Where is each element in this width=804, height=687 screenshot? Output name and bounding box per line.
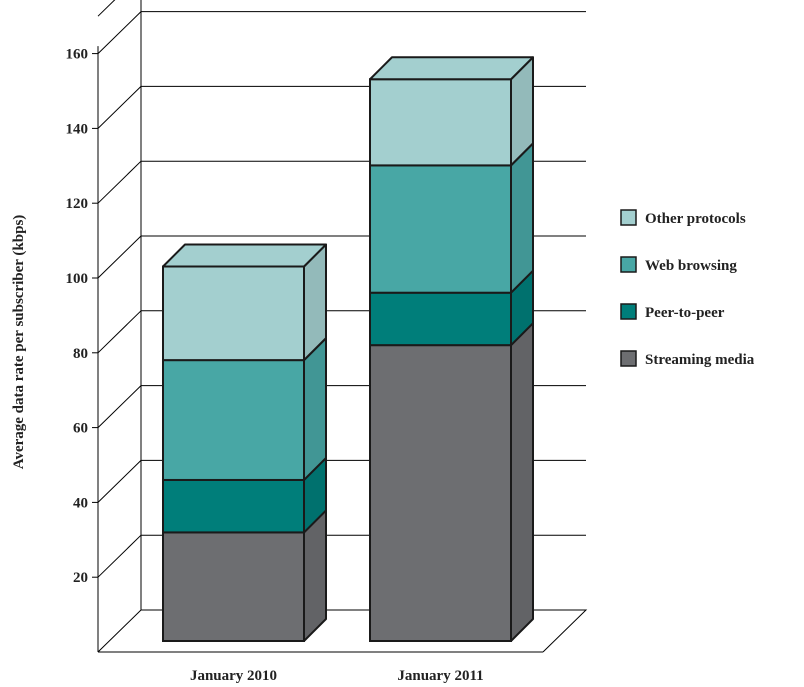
bar-segment-other-protocols-top: [162, 243, 327, 268]
y-tick-label: 120: [66, 196, 89, 212]
gridline-diagonal: [97, 310, 142, 354]
legend-label: Peer-to-peer: [645, 305, 725, 321]
bar-segment-other-protocols: [162, 265, 305, 362]
y-tick-label: 140: [66, 121, 89, 137]
bar-january-2010: [162, 243, 327, 643]
y-axis-title: Average data rate per subscriber (kbps): [11, 215, 27, 470]
legend-swatch: [620, 303, 637, 320]
legend-swatch: [620, 209, 637, 226]
legend-label: Streaming media: [645, 352, 755, 368]
bar-segment-web-browsing: [162, 359, 305, 481]
bar-january-2011: [369, 56, 534, 642]
legend-swatch: [620, 350, 637, 367]
y-tick-label: 60: [73, 421, 88, 437]
gridline-diagonal: [97, 235, 142, 279]
bar-segment-web-browsing-side: [303, 337, 327, 481]
bar-segment-streaming-media: [369, 344, 512, 642]
legend-label: Other protocols: [645, 211, 746, 227]
bar-segment-web-browsing: [369, 164, 512, 294]
y-tick-label: 100: [66, 271, 89, 287]
gridline-diagonal: [97, 160, 142, 204]
bar-segment-peer-to-peer: [369, 291, 512, 347]
gridline-diagonal: [97, 0, 116, 17]
legend-item-streaming-media: Streaming media: [620, 350, 755, 368]
y-tick-label: 40: [73, 495, 88, 511]
y-axis: 20 40 60 80 100 120 140 160: [66, 46, 99, 652]
bar-segment-web-browsing-side: [510, 142, 534, 294]
x-tick-label: January 2011: [397, 668, 483, 684]
bar-segment-other-protocols-top: [369, 56, 534, 81]
legend: Other protocols Web browsing Peer-to-peer S…: [620, 209, 755, 368]
x-tick-label: January 2010: [190, 668, 277, 684]
y-tick-label: 160: [66, 47, 89, 63]
gridline-diagonal: [97, 86, 142, 129]
legend-swatch: [620, 256, 637, 273]
floor-outline: [97, 609, 588, 653]
gridline-diagonal: [97, 11, 142, 54]
x-axis-labels: January 2010 January 2011: [190, 668, 484, 684]
bar-segment-peer-to-peer: [162, 478, 305, 534]
legend-item-peer-to-peer: Peer-to-peer: [620, 303, 725, 321]
legend-item-web-browsing: Web browsing: [620, 256, 737, 274]
y-tick-label: 20: [73, 570, 88, 586]
bar-segment-streaming-media: [162, 531, 305, 643]
gridline-diagonal: [97, 460, 142, 503]
bar-segment-other-protocols: [369, 78, 512, 167]
bar-segment-streaming-media-side: [510, 322, 534, 642]
legend-item-other-protocols: Other protocols: [620, 209, 746, 227]
gridline-diagonal: [97, 534, 142, 578]
bars: [162, 56, 534, 643]
y-tick-label: 80: [73, 346, 88, 362]
gridline-diagonal: [97, 385, 142, 428]
legend-label: Web browsing: [645, 258, 737, 274]
